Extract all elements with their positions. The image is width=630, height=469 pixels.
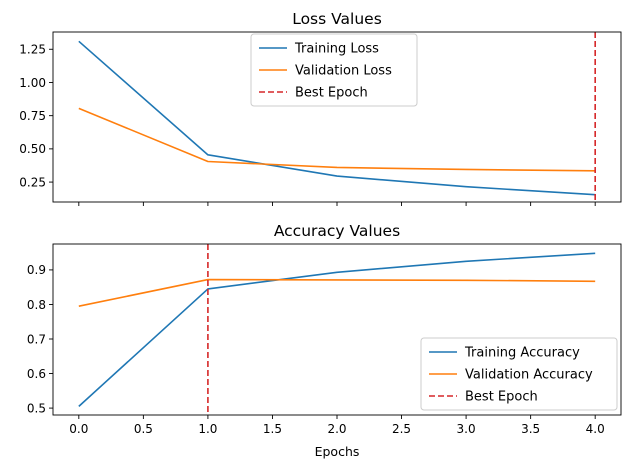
y-tick-label: 0.9 — [27, 263, 46, 277]
y-tick-label: 1.25 — [19, 43, 46, 57]
y-tick-label: 1.00 — [19, 76, 46, 90]
legend: Training Accuracy Validation Accuracy Best… — [420, 337, 618, 411]
legend-box — [420, 337, 618, 411]
accuracy-chart: Accuracy Values 0.5 0.6 0.7 0.8 0.9 0.0 0.5 1.0 1… — [27, 222, 622, 459]
loss-chart: Loss Values 0.25 0.50 0.75 1.00 1.25 Training … — [19, 10, 622, 206]
legend-label: Training Loss — [294, 42, 379, 57]
x-tick-label: 2.0 — [327, 422, 346, 436]
y-tick-label: 0.75 — [19, 109, 46, 123]
x-tick-label: 0.5 — [134, 422, 153, 436]
y-tick-label: 0.8 — [27, 298, 46, 312]
axes-frame — [52, 243, 622, 416]
y-tick-label: 0.25 — [19, 175, 46, 189]
legend-label: Training Accuracy — [464, 346, 580, 361]
series-line-training-loss — [78, 40, 596, 196]
x-tick-label: 3.5 — [521, 422, 540, 436]
plot-area — [78, 32, 596, 202]
legend-label: Validation Accuracy — [465, 368, 593, 383]
x-tick-label: 4.0 — [586, 422, 605, 436]
legend-label: Best Epoch — [465, 390, 538, 405]
axes-frame — [52, 31, 622, 203]
y-tick-label: 0.5 — [27, 401, 46, 415]
x-tick-label: 0.0 — [69, 422, 88, 436]
legend: Training Loss Validation Loss Best Epoch — [250, 33, 418, 107]
x-tick-label: 1.0 — [198, 422, 217, 436]
y-tick-label: 0.6 — [27, 367, 46, 381]
legend-box — [250, 33, 418, 107]
chart-title: Loss Values — [292, 10, 382, 28]
y-tick-label: 0.7 — [27, 332, 46, 346]
plot-area — [78, 244, 596, 415]
legend-label: Validation Loss — [295, 64, 392, 79]
x-tick-label: 3.0 — [457, 422, 476, 436]
y-tick-label: 0.50 — [19, 142, 46, 156]
x-tick-label: 1.5 — [263, 422, 282, 436]
legend-label: Best Epoch — [295, 86, 368, 101]
x-tick-label: 2.5 — [392, 422, 411, 436]
series-line-validation-loss — [78, 107, 596, 172]
x-axis-label: Epochs — [315, 444, 360, 459]
series-line-validation-accuracy — [78, 278, 596, 307]
series-line-training-accuracy — [78, 252, 596, 407]
chart-title: Accuracy Values — [274, 222, 400, 240]
